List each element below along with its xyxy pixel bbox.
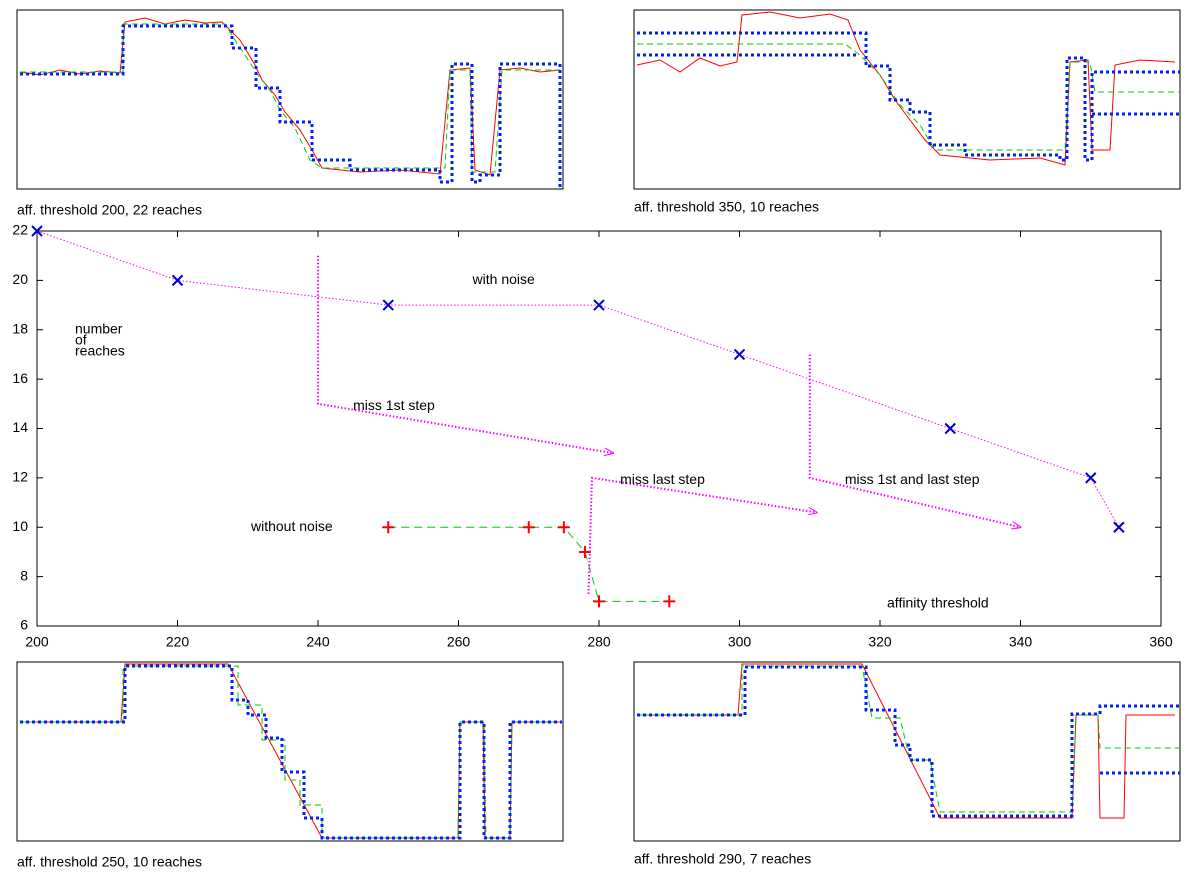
y-tick-label: 14 bbox=[12, 419, 28, 435]
x-axis-label: affinity threshold bbox=[887, 594, 989, 610]
y-tick-label: 18 bbox=[12, 320, 28, 336]
marker-glyph bbox=[663, 595, 676, 608]
marker-glyph bbox=[382, 299, 394, 311]
x-tick-label: 260 bbox=[447, 634, 471, 650]
marker-glyph bbox=[382, 521, 395, 534]
estimate bbox=[637, 665, 1180, 813]
x-tick-label: 220 bbox=[166, 634, 190, 650]
marker bbox=[593, 595, 605, 608]
series-line bbox=[36, 230, 1120, 528]
segmentation bbox=[637, 31, 1180, 162]
y-axis-label: number bbox=[75, 320, 123, 336]
panel-caption: aff. threshold 290, 7 reaches bbox=[634, 851, 811, 867]
y-tick-label: 20 bbox=[12, 271, 28, 287]
marker bbox=[663, 595, 676, 608]
segmentation bbox=[637, 665, 1180, 818]
marker-glyph bbox=[171, 274, 184, 287]
annotation-arrow bbox=[587, 476, 816, 594]
marker bbox=[557, 521, 570, 534]
marker bbox=[1085, 472, 1097, 484]
panel-frame bbox=[633, 661, 1181, 842]
annotation: miss 1st step bbox=[353, 397, 435, 413]
x-tick-label: 200 bbox=[25, 634, 49, 650]
marker-glyph bbox=[733, 348, 746, 361]
marker-glyph bbox=[31, 225, 43, 237]
panel-caption: aff. threshold 350, 10 reaches bbox=[634, 199, 819, 215]
marker bbox=[578, 545, 591, 558]
x-tick-label: 280 bbox=[587, 634, 611, 650]
annotation: miss 1st and last step bbox=[845, 471, 980, 487]
annotation-arrow bbox=[808, 354, 1021, 527]
y-axis-label: of bbox=[75, 331, 87, 347]
x-tick-label: 360 bbox=[1149, 634, 1173, 650]
series-label: with noise bbox=[472, 271, 535, 287]
panel-frame bbox=[633, 9, 1181, 190]
marker bbox=[733, 348, 746, 361]
y-tick-label: 16 bbox=[12, 370, 28, 386]
marker bbox=[522, 521, 535, 534]
y-tick-label: 6 bbox=[20, 617, 28, 633]
marker bbox=[593, 299, 605, 311]
x-tick-label: 300 bbox=[728, 634, 752, 650]
marker-glyph bbox=[1113, 521, 1125, 533]
panel-caption: aff. threshold 200, 22 reaches bbox=[17, 202, 202, 218]
panel-frame bbox=[16, 9, 564, 190]
x-tick-label: 320 bbox=[868, 634, 892, 650]
x-tick-label: 240 bbox=[306, 634, 330, 650]
x-tick-label: 340 bbox=[1009, 634, 1033, 650]
marker-glyph bbox=[944, 422, 956, 435]
marker bbox=[382, 521, 395, 534]
estimate bbox=[20, 23, 560, 173]
segmentation bbox=[20, 24, 562, 189]
marker bbox=[382, 299, 394, 311]
signal bbox=[20, 663, 562, 839]
y-tick-label: 10 bbox=[12, 518, 28, 534]
signal bbox=[19, 17, 561, 176]
y-tick-label: 12 bbox=[12, 469, 28, 485]
marker-glyph bbox=[593, 299, 605, 311]
plot-frame bbox=[36, 230, 1162, 627]
marker-glyph bbox=[1085, 472, 1097, 484]
estimate bbox=[20, 665, 562, 839]
marker bbox=[1113, 521, 1125, 533]
marker bbox=[171, 274, 184, 287]
series-line bbox=[388, 526, 670, 602]
annotation: miss last step bbox=[620, 471, 705, 487]
panel-caption: aff. threshold 250, 10 reaches bbox=[17, 854, 202, 870]
signal bbox=[637, 663, 1175, 819]
panel-frame bbox=[16, 661, 564, 842]
y-tick-label: 8 bbox=[20, 567, 28, 583]
series-label: without noise bbox=[250, 518, 333, 534]
y-tick-label: 22 bbox=[12, 222, 28, 238]
segmentation bbox=[20, 664, 562, 840]
marker-glyph bbox=[522, 521, 535, 534]
annotation-arrow bbox=[317, 255, 613, 454]
marker-glyph bbox=[557, 521, 570, 534]
marker-glyph bbox=[593, 595, 605, 608]
marker bbox=[31, 225, 43, 237]
y-axis-label: reaches bbox=[75, 342, 125, 358]
estimate bbox=[637, 43, 1180, 151]
marker bbox=[944, 422, 956, 435]
marker-glyph bbox=[578, 545, 591, 558]
